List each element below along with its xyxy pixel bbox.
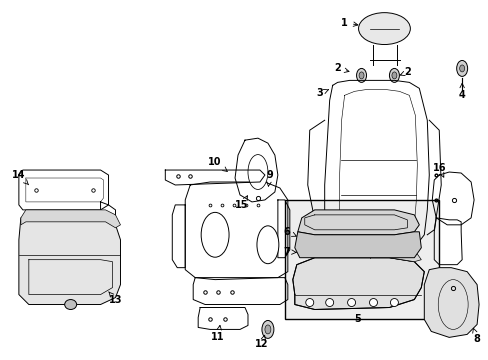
- Text: 10: 10: [208, 157, 227, 171]
- Polygon shape: [297, 210, 419, 235]
- Text: 12: 12: [255, 335, 268, 349]
- Text: 1: 1: [341, 18, 357, 28]
- Text: 5: 5: [353, 314, 360, 324]
- Bar: [285, 200, 438, 319]
- Text: 2: 2: [400, 67, 410, 77]
- Text: 7: 7: [283, 247, 296, 257]
- Ellipse shape: [369, 298, 377, 306]
- Text: 13: 13: [108, 292, 122, 305]
- Ellipse shape: [456, 60, 467, 76]
- Text: 9: 9: [266, 170, 273, 186]
- Text: 11: 11: [211, 325, 224, 342]
- Ellipse shape: [459, 65, 464, 72]
- Ellipse shape: [247, 154, 267, 189]
- Polygon shape: [314, 245, 421, 262]
- Ellipse shape: [389, 298, 398, 306]
- Text: 8: 8: [472, 328, 480, 345]
- Text: 3: 3: [316, 88, 328, 98]
- Text: 2: 2: [334, 63, 348, 73]
- Text: 14: 14: [12, 170, 29, 185]
- Text: 6: 6: [283, 227, 296, 237]
- Polygon shape: [19, 218, 120, 305]
- Polygon shape: [21, 210, 120, 228]
- Ellipse shape: [264, 325, 270, 334]
- Ellipse shape: [388, 68, 399, 82]
- Ellipse shape: [358, 72, 363, 79]
- Ellipse shape: [201, 212, 228, 257]
- Text: 16: 16: [431, 163, 445, 177]
- Ellipse shape: [64, 300, 77, 310]
- Ellipse shape: [356, 68, 366, 82]
- Text: 15: 15: [235, 196, 248, 210]
- Polygon shape: [294, 232, 421, 258]
- Ellipse shape: [391, 72, 396, 79]
- Polygon shape: [424, 268, 478, 337]
- Text: 4: 4: [458, 83, 465, 100]
- Ellipse shape: [325, 298, 333, 306]
- Ellipse shape: [358, 13, 409, 45]
- Polygon shape: [292, 258, 424, 310]
- Ellipse shape: [305, 298, 313, 306]
- Ellipse shape: [347, 298, 355, 306]
- Ellipse shape: [262, 320, 273, 338]
- Ellipse shape: [256, 226, 278, 264]
